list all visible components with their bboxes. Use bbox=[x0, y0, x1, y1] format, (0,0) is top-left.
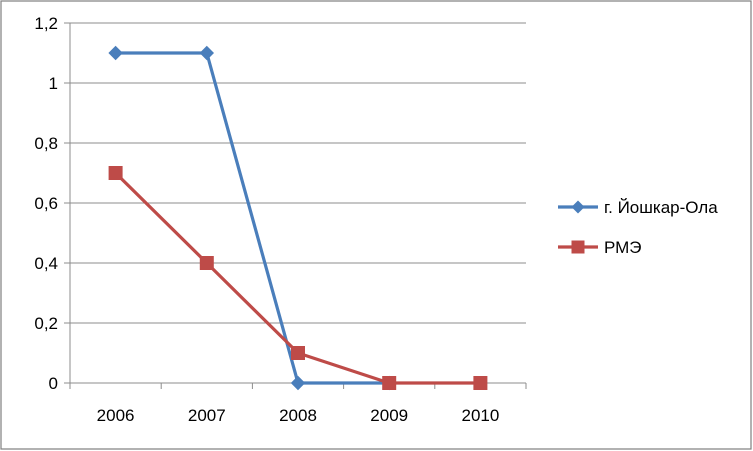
data-point-marker bbox=[473, 376, 488, 390]
y-tick-label: 1,2 bbox=[34, 14, 58, 33]
y-tick-label: 0,2 bbox=[34, 314, 58, 333]
data-point-marker bbox=[382, 376, 397, 390]
data-point-marker bbox=[199, 45, 215, 61]
data-point-marker bbox=[291, 346, 305, 360]
series-line bbox=[115, 51, 390, 385]
x-tick-label: 2009 bbox=[370, 406, 408, 425]
x-tick-label: 2006 bbox=[97, 406, 135, 425]
y-tick-label: 0 bbox=[49, 374, 58, 393]
data-point-marker bbox=[108, 45, 123, 61]
legend-marker bbox=[571, 200, 585, 214]
data-point-marker bbox=[199, 256, 214, 270]
x-tick-label: 2007 bbox=[188, 406, 226, 425]
series-layer bbox=[108, 45, 488, 391]
x-tick-label: 2008 bbox=[279, 406, 317, 425]
legend-label: г. Йошкар-Ола bbox=[604, 198, 718, 217]
legend-marker bbox=[571, 240, 585, 254]
x-tick-label: 2010 bbox=[461, 406, 499, 425]
data-point-marker bbox=[290, 375, 306, 391]
series-2 bbox=[108, 166, 488, 390]
y-tick-label: 0,6 bbox=[34, 194, 58, 213]
y-axis: 0 0,2 0,4 0,6 0,8 1 1,2 bbox=[34, 14, 71, 393]
legend-entry: РМЭ bbox=[558, 238, 642, 257]
y-tick-label: 1 bbox=[49, 74, 58, 93]
data-point-marker bbox=[108, 166, 123, 180]
legend-entry: г. Йошкар-Ола bbox=[558, 198, 718, 217]
y-tick-label: 0,4 bbox=[34, 254, 58, 273]
legend-label: РМЭ bbox=[604, 238, 642, 257]
y-tick-label: 0,8 bbox=[34, 134, 58, 153]
legend: г. Йошкар-Ола РМЭ bbox=[558, 198, 718, 257]
series-1 bbox=[108, 45, 397, 391]
